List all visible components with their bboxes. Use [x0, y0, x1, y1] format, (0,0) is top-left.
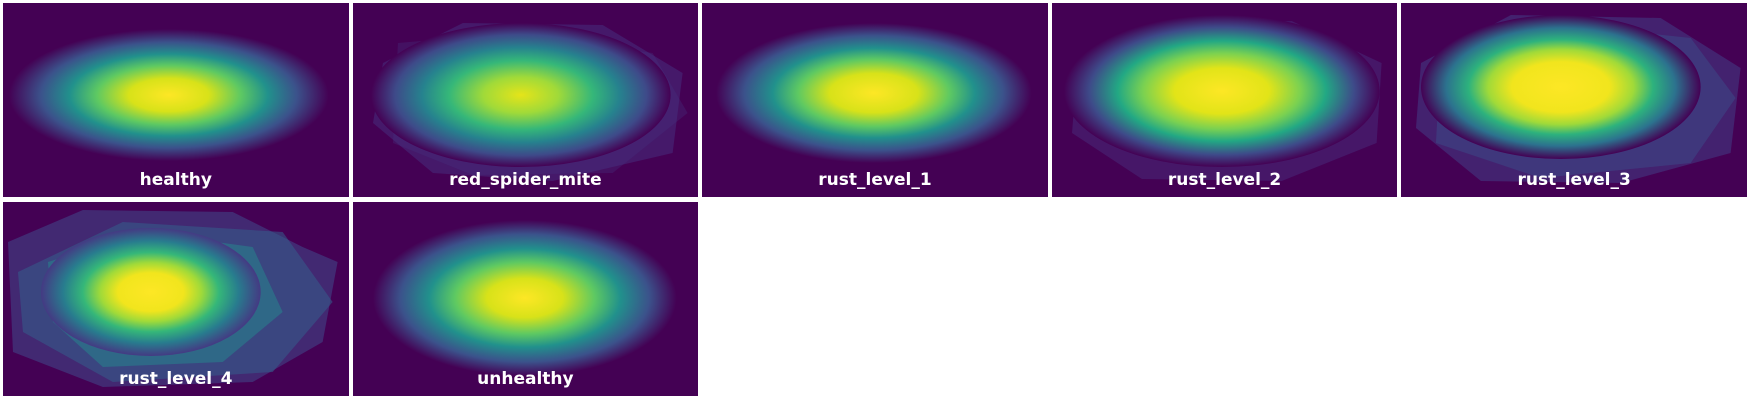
heatmap-tile-unhealthy: unhealthy [352, 202, 699, 396]
heatmap-grid: healthy red_spider_mite [3, 3, 1747, 397]
heatmap-tile-rust-level-4: rust_level_4 [3, 202, 349, 396]
heatmap-image-rust-level-3 [1401, 3, 1747, 197]
heatmap-image-rust-level-1 [702, 3, 1048, 197]
heatmap-image-red-spider-mite [352, 3, 699, 197]
heatmap-image-healthy [3, 3, 349, 197]
heatmap-tile-rust-level-1: rust_level_1 [702, 3, 1048, 197]
heatmap-tile-rust-level-2: rust_level_2 [1051, 3, 1398, 197]
heatmap-image-unhealthy [352, 202, 699, 396]
heatmap-tile-red-spider-mite: red_spider_mite [352, 3, 699, 197]
heatmap-tile-rust-level-3: rust_level_3 [1401, 3, 1747, 197]
heatmap-tile-healthy: healthy [3, 3, 349, 197]
heatmap-image-rust-level-2 [1051, 3, 1398, 197]
heatmap-image-rust-level-4 [3, 202, 349, 396]
